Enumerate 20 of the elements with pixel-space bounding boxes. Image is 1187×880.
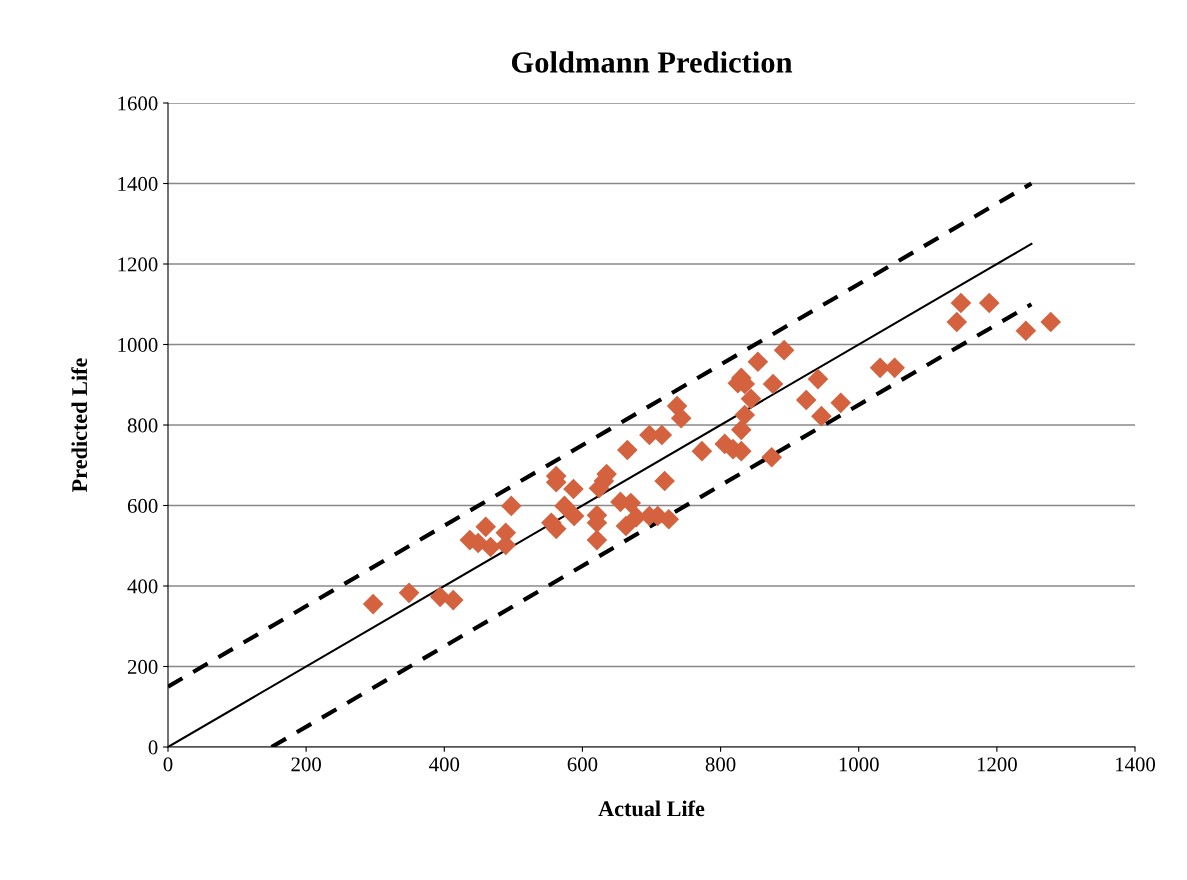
x-tick-label: 200: [291, 757, 321, 772]
x-tick-label: 0: [163, 757, 173, 772]
y-tick-label: 0: [148, 740, 158, 755]
x-tick-label: 1200: [977, 757, 1017, 772]
x-tick-label: 600: [567, 757, 598, 772]
y-tick-label: 600: [127, 498, 158, 513]
y-tick-label: 200: [127, 659, 158, 674]
y-axis-title: Predicted Life: [71, 358, 88, 492]
x-tick-label: 800: [705, 757, 736, 772]
y-tick-label: 400: [127, 579, 158, 594]
y-tick-label: 800: [127, 418, 158, 433]
x-tick-label: 1000: [839, 757, 879, 772]
y-tick-label: 1200: [118, 257, 158, 272]
x-axis-title: Actual Life: [598, 800, 705, 817]
y-tick-label: 1000: [118, 337, 158, 352]
x-tick-label: 1400: [1116, 757, 1156, 772]
x-tick-label: 400: [429, 757, 460, 772]
chart-title: Goldmann Prediction: [511, 51, 793, 73]
y-tick-label: 1600: [118, 96, 158, 111]
y-tick-label: 1400: [118, 176, 158, 191]
